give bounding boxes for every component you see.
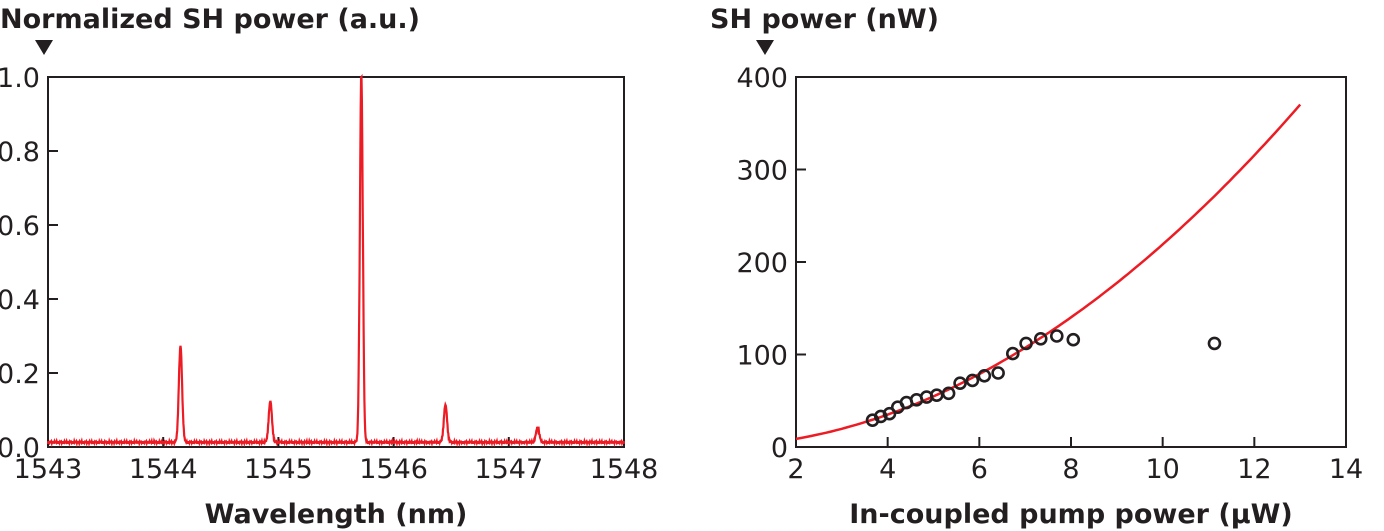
data-point — [991, 366, 1005, 380]
y-axis-arrow-icon — [35, 40, 53, 55]
y-tick-label: 0 — [771, 433, 788, 464]
y-tick-label: 0.4 — [0, 285, 40, 316]
y-tick-label: 0.6 — [0, 211, 40, 242]
y-tick-label: 100 — [736, 341, 788, 372]
x-tick-label: 10 — [1145, 454, 1179, 485]
data-point — [1066, 332, 1081, 347]
left-chart: 1543 1544 1545 1546 1547 1548 0.0 0.2 0.4 0.6 0.8 1… — [0, 4, 658, 530]
x-tick-label: 1543 — [14, 454, 83, 485]
y-tick-label: 0.0 — [0, 433, 40, 464]
x-tick-label: 1548 — [590, 454, 659, 485]
data-point — [965, 373, 980, 388]
data-point — [1005, 346, 1020, 361]
right-chart: 2 4 6 8 10 12 14 0 100 200 300 400 SH power (nW) In-c… — [710, 4, 1363, 530]
y-tick-label: 300 — [736, 156, 788, 187]
data-point — [1049, 329, 1064, 343]
x-axis-label: Wavelength (nm) — [205, 499, 468, 530]
y-axis-label: Normalized SH power (a.u.) — [0, 4, 420, 35]
x-tick-label: 2 — [787, 454, 804, 485]
x-tick-label: 1545 — [244, 454, 313, 485]
x-tick-label: 1544 — [129, 454, 198, 485]
x-tick-label: 4 — [879, 454, 896, 485]
x-tick-label: 6 — [971, 454, 988, 485]
data-point — [953, 376, 967, 390]
data-point — [1033, 331, 1048, 346]
data-point — [977, 368, 992, 383]
x-tick-label: 8 — [1062, 454, 1079, 485]
plot-frame — [47, 76, 625, 448]
data-point — [1207, 336, 1222, 351]
x-tick-label: 1547 — [474, 454, 543, 485]
x-tick-label: 12 — [1237, 454, 1271, 485]
data-point — [1019, 336, 1033, 351]
y-tick-label: 200 — [736, 248, 788, 279]
spectrum-line — [46, 73, 626, 448]
x-tick-label: 14 — [1329, 454, 1363, 485]
y-axis-arrow-icon — [756, 40, 774, 55]
y-axis-label: SH power (nW) — [710, 4, 939, 35]
y-tick-label: 1.0 — [0, 63, 40, 94]
fit-curve — [795, 103, 1302, 441]
plot-frame — [795, 76, 1347, 448]
x-tick-label: 1546 — [359, 454, 428, 485]
y-tick-label: 0.8 — [0, 137, 40, 168]
data-point — [941, 386, 956, 401]
x-axis-label: In-coupled pump power (µW) — [849, 499, 1292, 530]
data-point — [882, 406, 897, 421]
y-tick-label: 0.2 — [0, 359, 40, 390]
y-tick-label: 400 — [736, 63, 788, 94]
